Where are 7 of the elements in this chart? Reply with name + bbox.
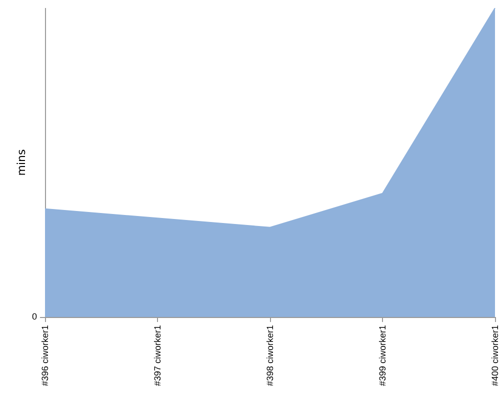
text: 0 (32, 312, 38, 322)
x-tick-label: #397 ciworker1 (152, 325, 162, 386)
y-axis-title: mins (15, 149, 28, 176)
x-tick-label: #398 ciworker1 (265, 325, 275, 386)
x-tick-label: #400 ciworker1 (490, 325, 500, 386)
x-tick-label: #396 ciworker1 (40, 325, 50, 386)
x-tick-label: #399 ciworker1 (378, 325, 388, 386)
